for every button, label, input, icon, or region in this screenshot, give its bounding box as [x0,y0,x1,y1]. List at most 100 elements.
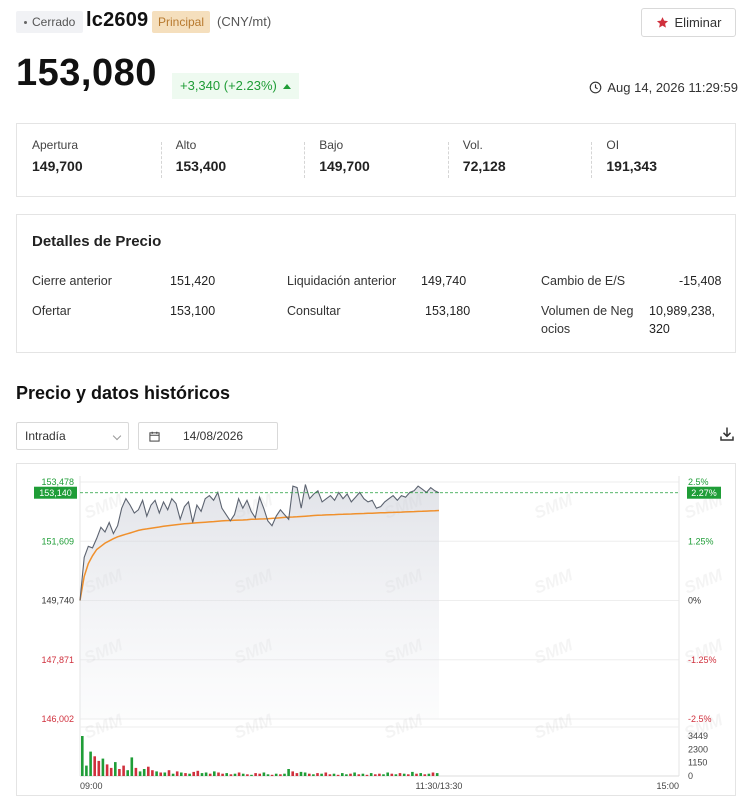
bid-label: Ofertar [32,304,71,318]
y-tick-label-left: 147,871 [41,655,74,665]
volume-bar [308,773,311,776]
volume-bar [217,772,220,776]
volume-bar [299,771,303,776]
volume-bar [118,769,121,776]
volume-bar [332,773,336,776]
volume-bar [105,764,109,776]
volume-bar [390,773,394,776]
range-select[interactable]: Intradía [16,422,129,450]
stat-label: Bajo [319,138,344,152]
remove-watchlist-button[interactable]: Eliminar [641,8,736,37]
es-change-label: Cambio de E/S [541,274,626,288]
volume-bar [213,771,216,776]
volume-bar [196,770,200,776]
volume-bar [295,773,299,776]
stat-high: Alto 153,400 [160,138,305,196]
stat-label: Alto [175,138,197,152]
intraday-chart-svg: SMMSMMSMMSMMSMMSMMSMMSMMSMMSMMSMMSMMSMMS… [34,476,726,791]
volume-bar [159,772,162,776]
last-pct-marker [687,486,721,499]
watermark-text: SMM [531,635,576,668]
clock-icon [590,81,602,94]
prev-close-value: 151,420 [170,274,216,288]
intraday-chart[interactable]: SMMSMMSMMSMMSMMSMMSMMSMMSMMSMMSMMSMMSMMS… [16,463,736,796]
date-picker-input[interactable]: 14/08/2026 [138,422,278,450]
volume-bar [200,773,204,776]
volume-bar [435,773,439,776]
price-area [80,484,439,719]
watermark-text: SMM [531,710,576,743]
y-tick-label-left: 153,478 [41,477,74,487]
watermark-text: SMM [531,565,576,598]
turnover-value-line-2: 320 [649,322,670,336]
volume-bar [221,773,224,776]
volume-bar [101,758,105,776]
volume-bar [312,774,315,776]
volume-bar [250,774,253,776]
volume-bar [142,769,146,776]
calendar-icon [149,431,160,442]
volume-bar [225,773,228,776]
y-tick-label-right: 1.25% [688,536,714,546]
status-dot-icon [24,21,27,25]
volume-bar [320,773,323,776]
last-price: 153,080 [16,52,157,94]
volume-bar [394,774,398,776]
volume-bar [349,773,352,776]
volume-bar [192,771,195,776]
stat-value: 149,700 [319,158,370,174]
arrow-up-icon [282,84,291,90]
last-price-marker [34,486,77,499]
volume-bar [357,774,361,776]
volume-tick-label: 3449 [688,731,708,741]
volume-bar [204,772,208,776]
ask-value: 153,180 [425,304,471,318]
watermark-text: SMM [531,490,576,523]
y-tick-label-right: -2.5% [688,714,712,724]
stat-value: 149,700 [32,158,83,174]
volume-bar [316,773,319,776]
status-badge: Cerrado [16,11,84,33]
volume-bar [167,770,171,776]
volume-bar [270,774,274,776]
x-tick-label: 09:00 [80,781,103,791]
y-tick-label-left: 151,609 [41,536,74,546]
volume-bar [411,771,414,776]
volume-bar [109,767,113,776]
turnover-label-line-1: Volumen de Neg [541,304,634,318]
volume-bar [155,771,158,776]
x-tick-label: 15:00 [656,781,679,791]
stat-label: OI [606,138,620,152]
volume-bar [89,751,92,776]
stat-label: Vol. [462,138,483,152]
volume-bar [336,774,340,776]
volume-bar [374,774,377,776]
volume-bar [229,774,233,776]
volume-tick-label: 1150 [688,758,707,768]
status-text: Cerrado [32,15,76,29]
turnover-label-line-2: ocios [541,322,571,336]
volume-bar [81,736,84,776]
volume-bar [208,773,212,776]
prev-settle-label: Liquidación anterior [287,274,397,288]
price-line [79,484,440,601]
volume-bar [246,774,249,776]
main-contract-tag: Principal [152,11,211,33]
stat-value: 72,128 [462,158,506,174]
volume-bar [328,774,332,776]
volume-bar [97,760,101,776]
volume-bar [365,774,369,776]
volume-bar [419,773,422,776]
volume-bar [324,772,328,776]
date-value: 14/08/2026 [183,429,244,443]
bid-value: 153,100 [170,304,216,318]
volume-bar [262,772,266,776]
volume-bar [180,772,183,776]
download-icon[interactable] [719,426,735,442]
volume-bar [163,772,167,776]
details-title: Detalles de Precio [32,233,162,250]
ask-label: Consultar [287,304,341,318]
turnover-value-line-1: 10,989,238, [649,304,716,318]
timestamp-text: Aug 14, 2026 11:29:59 [607,80,738,95]
volume-bar [382,774,385,776]
